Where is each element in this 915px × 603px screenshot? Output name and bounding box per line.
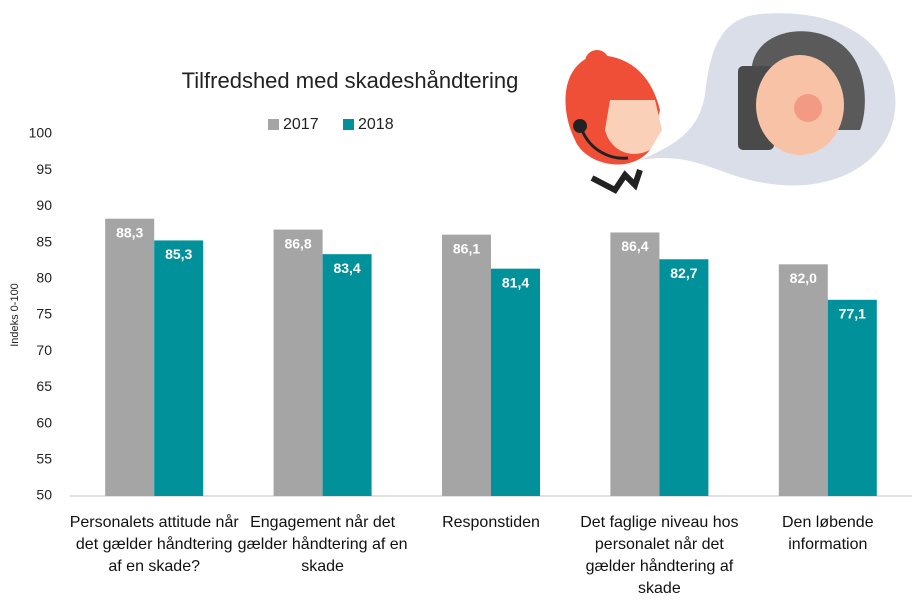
value-label: 86,8 xyxy=(284,235,311,251)
bar xyxy=(323,254,372,496)
legend-swatch xyxy=(268,119,279,130)
legend-label: 2018 xyxy=(358,116,394,133)
illustration xyxy=(565,13,895,190)
bar xyxy=(105,219,154,496)
value-label: 88,3 xyxy=(116,224,143,240)
y-tick-label: 55 xyxy=(36,451,52,467)
bar xyxy=(274,230,323,496)
value-label: 77,1 xyxy=(839,305,866,321)
x-tick-label: Engagement når det gælder håndtering af … xyxy=(237,512,409,578)
value-label: 86,1 xyxy=(453,240,480,256)
y-tick-label: 85 xyxy=(36,233,52,249)
value-label: 81,4 xyxy=(502,274,529,290)
y-tick-label: 60 xyxy=(36,414,52,430)
y-tick-label: 80 xyxy=(36,270,52,286)
chart-title: Tilfredshed med skadeshåndtering xyxy=(182,68,519,93)
y-tick-label: 65 xyxy=(36,378,52,394)
legend-swatch xyxy=(343,119,354,130)
y-tick-label: 50 xyxy=(36,487,52,503)
x-tick-label: Den løbende information xyxy=(742,512,914,556)
bar xyxy=(154,240,203,496)
legend-label: 2017 xyxy=(283,116,319,133)
bar xyxy=(779,264,828,496)
y-tick-label: 75 xyxy=(36,306,52,322)
value-label: 86,4 xyxy=(621,238,648,254)
y-tick-label: 90 xyxy=(36,197,52,213)
page: Tilfredshed med skadeshåndtering Indeks … xyxy=(0,0,915,603)
bar xyxy=(442,235,491,496)
bar xyxy=(828,300,877,496)
cheek xyxy=(794,94,822,122)
value-label: 83,4 xyxy=(333,260,360,276)
x-tick-label: Personalets attitude når det gælder hånd… xyxy=(68,512,240,578)
bar xyxy=(610,232,659,496)
y-tick-label: 100 xyxy=(29,125,53,141)
bar xyxy=(491,269,540,496)
x-tick-label: Det faglige niveau hos personalet når de… xyxy=(573,512,745,600)
y-tick-label: 70 xyxy=(36,342,52,358)
bar xyxy=(659,259,708,496)
agent-bun xyxy=(585,50,609,74)
agent-collar xyxy=(592,170,640,190)
y-axis-label: Indeks 0-100 xyxy=(9,283,21,347)
value-label: 82,7 xyxy=(670,265,697,281)
y-tick-label: 95 xyxy=(36,161,52,177)
value-label: 85,3 xyxy=(165,246,192,262)
x-tick-label: Responstiden xyxy=(405,512,577,534)
value-label: 82,0 xyxy=(790,270,817,286)
headset-ear xyxy=(573,119,587,133)
